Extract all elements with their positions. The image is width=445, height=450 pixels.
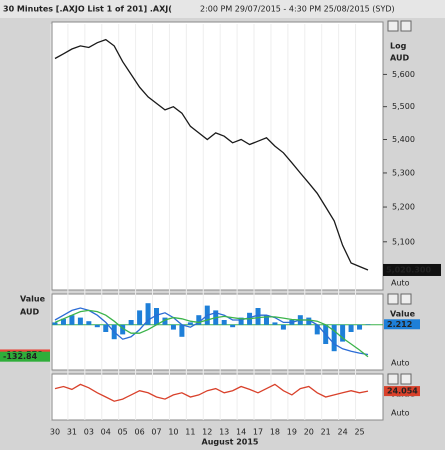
x-tick-label: 07	[151, 428, 161, 437]
right-label: Log	[390, 42, 407, 51]
x-tick-label: 05	[118, 428, 128, 437]
auto-button[interactable]: Auto	[391, 279, 410, 288]
histogram-bar	[263, 315, 269, 325]
window-buttons[interactable]	[387, 20, 412, 385]
histogram-bar	[170, 324, 176, 330]
title-bold: 30 Minutes [.AXJO List 1 of 201] .AXJ(	[3, 5, 172, 14]
histogram-bar	[60, 318, 66, 325]
histogram-bar	[306, 317, 312, 325]
x-tick-label: 14	[236, 428, 246, 437]
x-tick-label: 20	[304, 428, 314, 437]
x-tick-label: 03	[84, 428, 94, 437]
left-label: Value	[20, 295, 46, 304]
y-tick-label: 5,200	[392, 203, 415, 212]
histogram-bar	[86, 321, 92, 325]
series-line	[54, 309, 369, 358]
x-tick-label: 12	[202, 428, 212, 437]
x-tick-label: 19	[287, 428, 297, 437]
histogram-bar	[187, 322, 193, 325]
value-label-bg	[384, 386, 420, 397]
histogram-bar	[128, 320, 134, 325]
last-price-label: 5,020.300	[386, 265, 431, 274]
histogram-bar	[137, 310, 143, 325]
x-tick-label: 17	[253, 428, 263, 437]
histogram-bar	[154, 308, 160, 325]
histogram-bar	[162, 317, 168, 325]
value-label: 2.212	[387, 320, 412, 329]
histogram-bar	[120, 324, 126, 335]
right-label: AUD	[390, 54, 409, 63]
price-panel	[51, 21, 384, 291]
histogram-bar	[94, 324, 100, 328]
auto-button[interactable]: Auto	[391, 409, 410, 418]
histogram-bar	[52, 322, 58, 325]
x-tick-label: 31	[67, 428, 77, 437]
x-tick-label: 13	[219, 428, 229, 437]
value-label-bg	[384, 319, 420, 330]
x-axis-label: August 2015	[202, 438, 259, 447]
histogram-bar	[314, 324, 320, 335]
histogram-bar	[340, 324, 346, 342]
histogram-bar	[103, 324, 109, 332]
series-line	[54, 38, 369, 271]
histogram-bar	[145, 303, 151, 325]
histogram-bar	[77, 317, 83, 325]
y-tick-label: 5,100	[392, 237, 415, 246]
value-label: 24.054	[387, 387, 418, 396]
histogram-bar	[280, 324, 286, 330]
histogram-bar	[357, 324, 363, 330]
value-label-bg	[0, 351, 50, 362]
histogram-bar	[196, 315, 202, 325]
histogram-bar	[230, 324, 236, 328]
histogram-bar	[255, 308, 261, 325]
value-label: -132.84	[3, 352, 38, 361]
x-tick-label: 18	[270, 428, 280, 437]
histogram-bar	[348, 324, 354, 332]
title-bar	[0, 0, 445, 18]
histogram-bar	[69, 315, 75, 325]
histogram-bar	[272, 322, 278, 325]
x-tick-label: 10	[168, 428, 178, 437]
auto-button[interactable]: Auto	[391, 359, 410, 368]
y-tick-label: 5,300	[392, 168, 415, 177]
x-tick-label: 21	[321, 428, 331, 437]
title-range: 2:00 PM 29/07/2015 - 4:30 PM 25/08/2015 …	[200, 5, 395, 14]
histogram-bar	[238, 317, 244, 325]
histogram-bar	[179, 324, 185, 337]
series-line	[54, 307, 369, 356]
x-tick-label: 06	[135, 428, 145, 437]
series-line	[54, 383, 369, 402]
y-tick-label: 5,600	[392, 70, 415, 79]
last-price-bg	[383, 263, 441, 276]
x-tick-label: 11	[185, 428, 195, 437]
left-label: AUD	[20, 308, 39, 317]
x-tick-label: 30	[50, 428, 60, 437]
histogram-bar	[365, 324, 371, 325]
x-tick-label: 04	[101, 428, 111, 437]
right-label: Value	[390, 310, 416, 319]
y-tick-label: 5,500	[392, 102, 415, 111]
histogram-bar	[221, 320, 227, 325]
x-tick-label: 25	[354, 428, 364, 437]
x-tick-label: 24	[338, 428, 348, 437]
y-tick-label: 5,400	[392, 135, 415, 144]
histogram-bar	[331, 324, 337, 352]
